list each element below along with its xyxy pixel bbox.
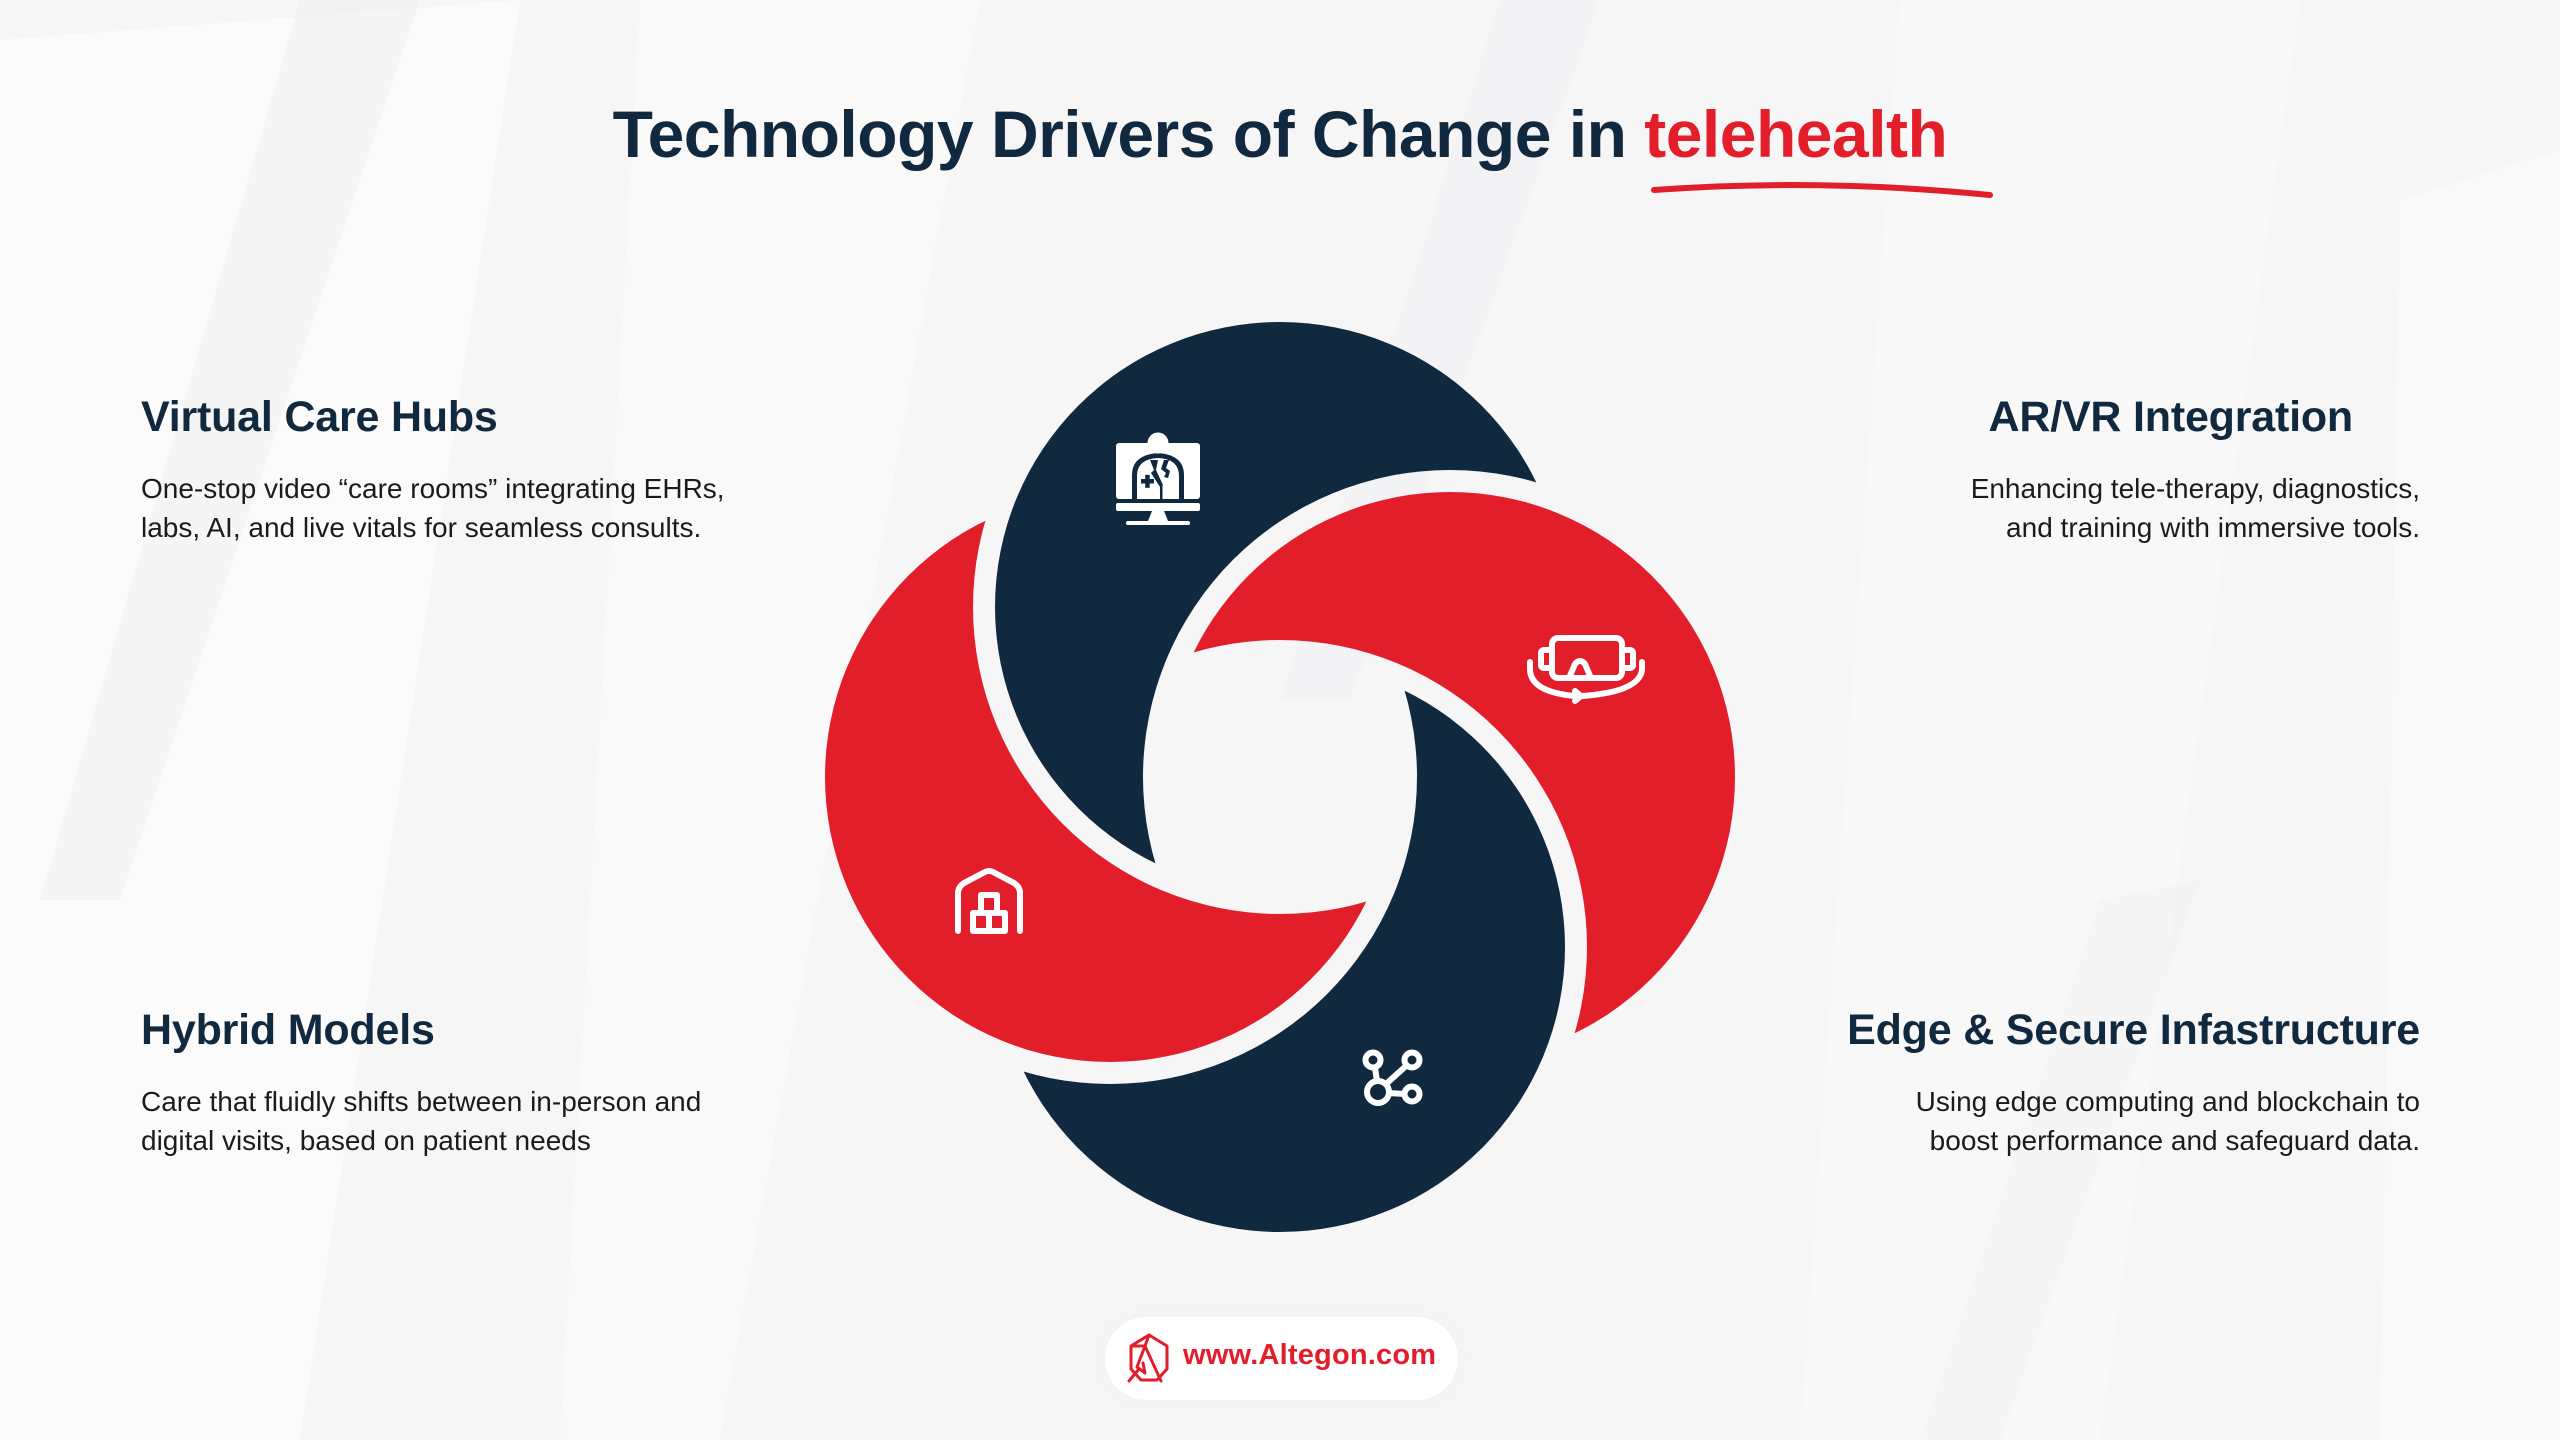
driver-title: AR/VR Integration xyxy=(1988,393,2354,441)
description-line: Care that fluidly shifts between in-pers… xyxy=(141,1086,702,1117)
driver-title: Virtual Care Hubs xyxy=(141,393,498,441)
driver-description: Care that fluidly shifts between in-pers… xyxy=(141,1082,841,1160)
description-line: One-stop video “care rooms” integrating … xyxy=(141,473,725,504)
driver-title: Edge & Secure Infastructure xyxy=(1847,1006,2420,1054)
page-title-accent: telehealth xyxy=(1644,97,1948,171)
network-nodes-icon xyxy=(1362,1049,1423,1106)
page-title-prefix: Technology Drivers of Change in xyxy=(612,97,1645,171)
description-line: Enhancing tele-therapy, diagnostics, xyxy=(1970,473,2420,504)
description-line: digital visits, based on patient needs xyxy=(141,1125,591,1156)
description-line: Using edge computing and blockchain to xyxy=(1915,1086,2420,1117)
footer-url[interactable]: www.Altegon.com xyxy=(1183,1339,1437,1371)
description-line: boost performance and safeguard data. xyxy=(1929,1125,2420,1156)
driver-description: Using edge computing and blockchain to b… xyxy=(1720,1082,2420,1160)
title-underline xyxy=(1651,182,1993,198)
description-line: and training with immersive tools. xyxy=(2006,512,2420,543)
driver-title: Hybrid Models xyxy=(141,1006,435,1054)
driver-edge-secure-infrastructure: Edge & Secure Infastructure Using edge c… xyxy=(1720,1006,2420,1160)
driver-description: Enhancing tele-therapy, diagnostics, and… xyxy=(1900,469,2420,547)
driver-ar-vr-integration: AR/VR Integration Enhancing tele-therapy… xyxy=(1900,393,2420,547)
vr-headset-icon xyxy=(1527,635,1645,704)
altegon-logo-icon xyxy=(1127,1333,1169,1383)
footer-website-link[interactable]: www.Altegon.com xyxy=(1105,1317,1458,1400)
driver-description: One-stop video “care rooms” integrating … xyxy=(141,469,841,547)
description-line: labs, AI, and live vitals for seamless c… xyxy=(141,512,702,543)
doctor-monitor-icon xyxy=(1116,432,1200,525)
driver-hybrid-models: Hybrid Models Care that fluidly shifts b… xyxy=(141,1006,841,1160)
warehouse-icon xyxy=(955,868,1023,934)
driver-virtual-care-hubs: Virtual Care Hubs One-stop video “care r… xyxy=(141,393,841,547)
page-title: Technology Drivers of Change in teleheal… xyxy=(0,96,2560,172)
